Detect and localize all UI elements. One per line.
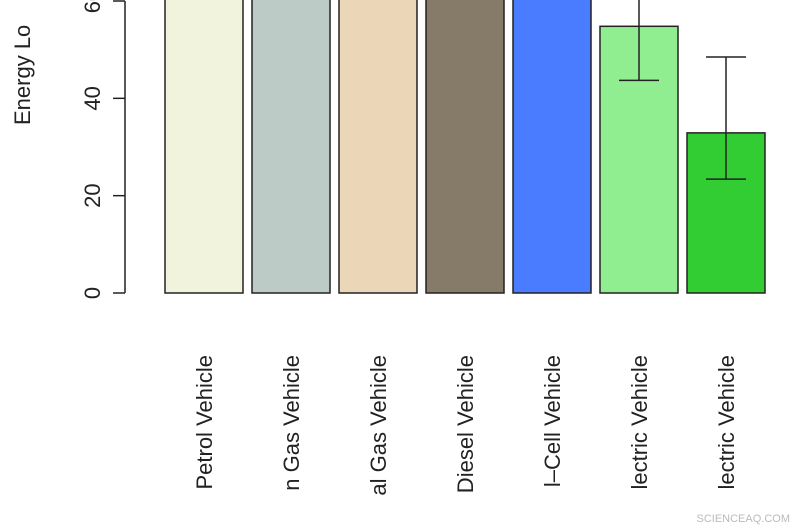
y-tick-label: 40 <box>80 86 105 110</box>
x-tick-label: Petrol Vehicle <box>192 355 217 490</box>
bar <box>425 0 505 294</box>
x-tick-label: lectric Vehicle <box>714 355 739 490</box>
x-tick-label: Diesel Vehicle <box>453 355 478 493</box>
y-tick-label: 0 <box>80 287 105 299</box>
y-tick-label: 60 <box>80 0 105 13</box>
y-tick-label: 20 <box>80 183 105 207</box>
x-tick-label: lectric Vehicle <box>627 355 652 490</box>
x-tick-label: al Gas Vehicle <box>366 355 391 496</box>
bar <box>512 0 592 294</box>
watermark: SCIENCEAQ.COM <box>696 513 790 525</box>
bar <box>338 0 418 294</box>
x-tick-label: l–Cell Vehicle <box>540 355 565 487</box>
x-tick-label: n Gas Vehicle <box>279 355 304 491</box>
y-axis-label: Energy Lo <box>10 25 35 125</box>
bar <box>251 0 331 294</box>
bar <box>164 0 244 294</box>
